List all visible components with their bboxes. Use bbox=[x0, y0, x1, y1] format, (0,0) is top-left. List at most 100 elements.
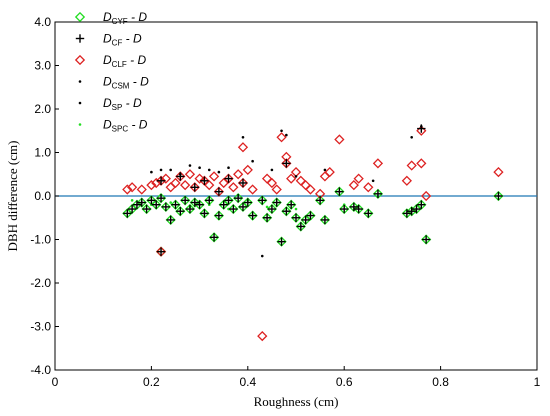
data-point bbox=[217, 170, 221, 174]
data-point bbox=[166, 215, 175, 225]
data-point bbox=[123, 209, 132, 218]
data-point bbox=[146, 180, 157, 191]
data-point bbox=[282, 159, 291, 168]
data-point bbox=[494, 191, 503, 201]
data-point bbox=[243, 198, 252, 207]
legend-marker bbox=[75, 34, 85, 43]
data-point bbox=[204, 180, 215, 191]
data-point bbox=[207, 168, 211, 172]
data-point bbox=[242, 164, 253, 176]
data-point bbox=[127, 182, 138, 193]
y-tick-label: 0.0 bbox=[34, 189, 51, 203]
data-point bbox=[324, 166, 335, 178]
data-point bbox=[248, 211, 257, 220]
y-tick-label: 3.0 bbox=[34, 59, 51, 73]
data-point bbox=[127, 204, 137, 214]
data-point bbox=[280, 129, 283, 133]
data-point bbox=[179, 172, 182, 176]
data-point bbox=[334, 134, 345, 145]
y-tick-label: 2.0 bbox=[34, 102, 51, 116]
data-point bbox=[159, 168, 163, 172]
legend-marker bbox=[78, 123, 82, 126]
data-point bbox=[296, 222, 306, 231]
data-point bbox=[266, 177, 278, 189]
data-point bbox=[301, 215, 310, 225]
x-tick-label: 0.8 bbox=[432, 375, 449, 389]
data-point bbox=[282, 207, 291, 216]
data-point bbox=[294, 207, 298, 211]
data-point bbox=[407, 207, 416, 216]
data-point bbox=[412, 204, 421, 214]
y-tick-label: -4.0 bbox=[30, 363, 51, 377]
legend-label: DSP - D bbox=[103, 96, 142, 112]
legend-label: DCF - D bbox=[103, 32, 142, 48]
data-point bbox=[224, 196, 233, 205]
data-point bbox=[402, 209, 412, 218]
data-point bbox=[257, 330, 268, 342]
data-point bbox=[276, 132, 287, 143]
data-point bbox=[200, 209, 209, 218]
legend-label: DCLF - D bbox=[103, 53, 146, 69]
data-point bbox=[306, 211, 315, 220]
data-point bbox=[132, 200, 142, 209]
data-point bbox=[265, 205, 269, 209]
legend-marker bbox=[78, 80, 82, 83]
data-point bbox=[363, 182, 374, 193]
data-point bbox=[267, 204, 277, 214]
data-point bbox=[142, 204, 151, 214]
legend: DCYF - D DCF - D DCLF - D DCSM - D DSP - D DS… bbox=[74, 10, 149, 134]
data-point bbox=[420, 125, 423, 128]
series-dclf-d bbox=[122, 125, 504, 342]
data-point bbox=[200, 176, 209, 185]
legend-item: DCSM - D bbox=[78, 75, 149, 91]
y-tick-label: 4.0 bbox=[34, 15, 51, 29]
data-point bbox=[241, 135, 245, 139]
data-point bbox=[305, 184, 316, 195]
data-point bbox=[371, 179, 375, 183]
y-tick-label: 1.0 bbox=[34, 146, 51, 160]
legend-label: DCSM - D bbox=[103, 75, 149, 91]
data-point bbox=[198, 166, 201, 170]
data-point bbox=[190, 183, 199, 192]
data-point bbox=[180, 180, 191, 191]
data-point bbox=[349, 202, 359, 212]
legend-item: DSPC - D bbox=[78, 118, 148, 134]
data-point bbox=[151, 177, 162, 189]
data-point bbox=[410, 135, 413, 139]
data-point bbox=[170, 177, 181, 189]
data-point bbox=[227, 166, 230, 170]
x-tick-label: 0.2 bbox=[143, 375, 160, 389]
x-tick-label: 0 bbox=[52, 375, 59, 389]
data-point bbox=[320, 215, 330, 225]
data-point bbox=[258, 196, 267, 205]
data-point bbox=[421, 235, 431, 244]
data-point bbox=[214, 187, 224, 196]
data-point bbox=[421, 190, 432, 202]
data-point bbox=[130, 199, 134, 202]
data-point bbox=[169, 201, 172, 204]
y-tick-label: -2.0 bbox=[30, 276, 51, 290]
series-dcsm-d bbox=[159, 125, 423, 258]
legend-label: DSPC - D bbox=[103, 118, 148, 134]
x-axis-label: Roughness (cm) bbox=[254, 394, 339, 409]
legend-item: DSP - D bbox=[78, 96, 142, 112]
data-point bbox=[188, 164, 192, 167]
data-point bbox=[238, 202, 248, 212]
data-point bbox=[247, 184, 258, 195]
data-point bbox=[260, 254, 264, 258]
data-point bbox=[416, 125, 427, 136]
data-point bbox=[272, 198, 281, 207]
data-point bbox=[194, 173, 205, 184]
data-point bbox=[150, 170, 153, 174]
data-point bbox=[224, 174, 233, 183]
legend-marker bbox=[78, 101, 82, 105]
legend-item: DCLF - D bbox=[74, 53, 146, 69]
data-point bbox=[277, 237, 286, 246]
data-point bbox=[373, 189, 383, 199]
data-point bbox=[323, 168, 327, 172]
data-point bbox=[315, 196, 325, 205]
data-point bbox=[262, 213, 272, 222]
data-point bbox=[238, 178, 248, 188]
data-point bbox=[169, 168, 172, 172]
data-point bbox=[251, 159, 254, 163]
